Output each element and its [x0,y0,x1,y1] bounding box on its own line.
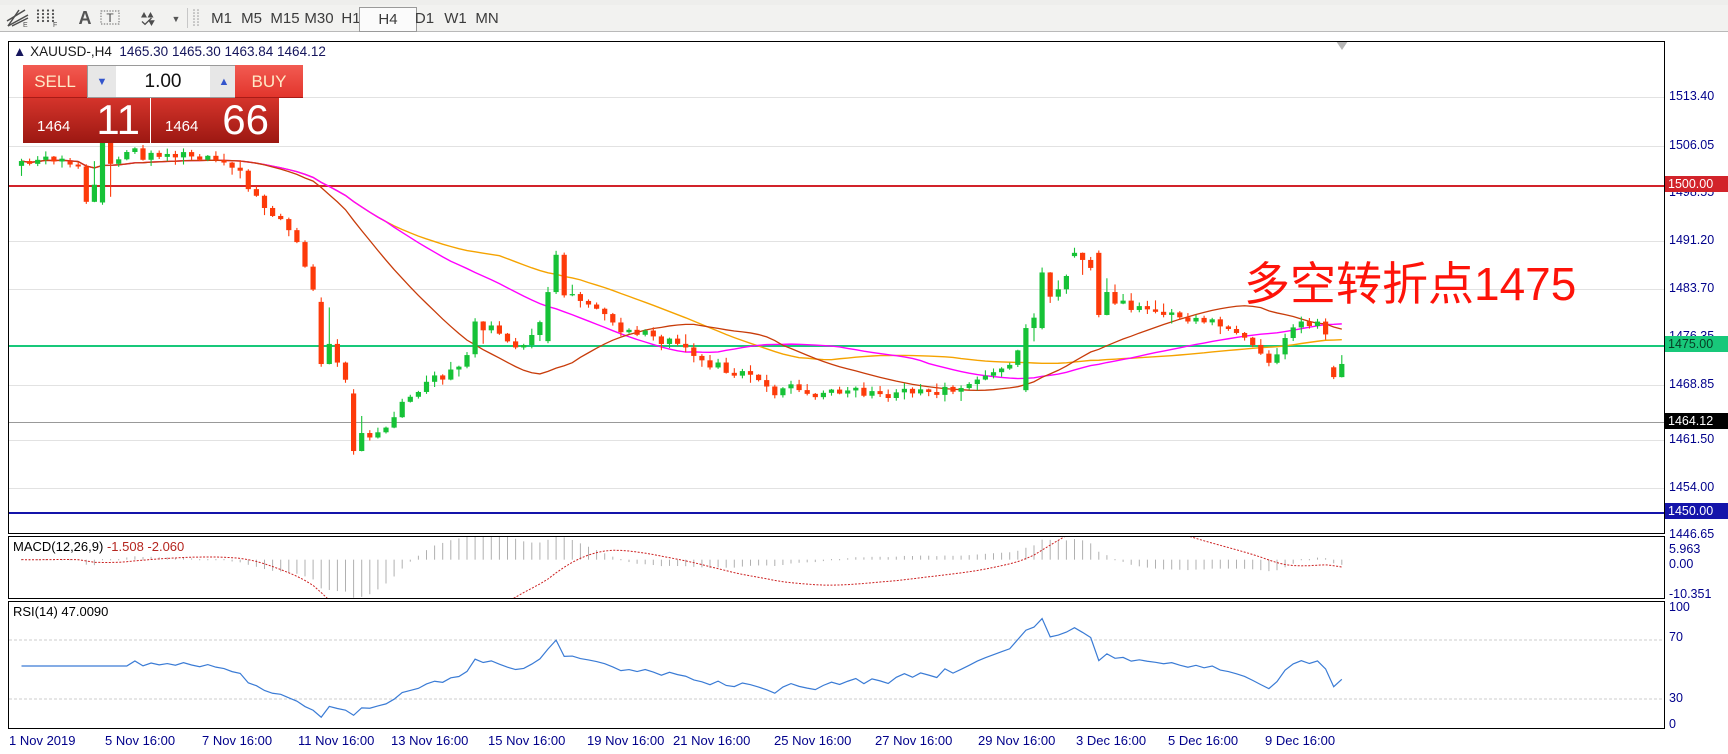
svg-text:E: E [23,22,28,28]
svg-text:F: F [53,22,57,28]
svg-text:T: T [106,11,114,25]
